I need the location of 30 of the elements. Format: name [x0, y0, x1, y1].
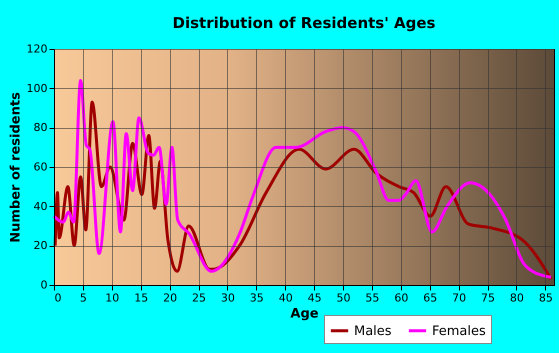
x-tick-label: 65	[423, 292, 438, 304]
y-tick-label: 20	[34, 239, 48, 252]
x-tick-label: 0	[54, 292, 62, 304]
legend-label: Males	[354, 324, 392, 339]
x-tick-label: 45	[308, 292, 322, 304]
x-tick-label: 25	[192, 292, 206, 304]
y-tick-label: 100	[26, 82, 48, 95]
y-tick-label: 120	[26, 42, 48, 56]
x-tick-label: 50	[336, 292, 351, 304]
y-tick-label: 40	[34, 200, 48, 213]
legend-label: Females	[432, 324, 486, 339]
x-tick-label: 15	[134, 292, 148, 304]
x-tick-label: 70	[452, 292, 466, 304]
y-tick-label: 0	[40, 278, 48, 292]
x-tick-label: 10	[105, 292, 120, 304]
x-tick-label: 85	[538, 292, 553, 304]
x-tick-label: 40	[278, 292, 293, 304]
x-tick-label: 5	[80, 292, 87, 304]
x-tick-label: 75	[481, 292, 496, 304]
x-axis-title: Age	[290, 306, 319, 322]
y-tick-label: 80	[34, 121, 48, 134]
x-tick-label: 20	[163, 292, 178, 304]
chart-title: Distribution of Residents' Ages	[172, 14, 436, 32]
x-tick-label: 35	[250, 292, 264, 304]
x-tick-label: 30	[220, 292, 235, 304]
y-tick-label: 60	[34, 160, 48, 174]
x-tick-label: 55	[365, 292, 380, 304]
x-tick-label: 60	[394, 292, 408, 304]
y-axis-title: Number of residents	[8, 92, 24, 243]
x-tick-label: 80	[510, 292, 524, 304]
